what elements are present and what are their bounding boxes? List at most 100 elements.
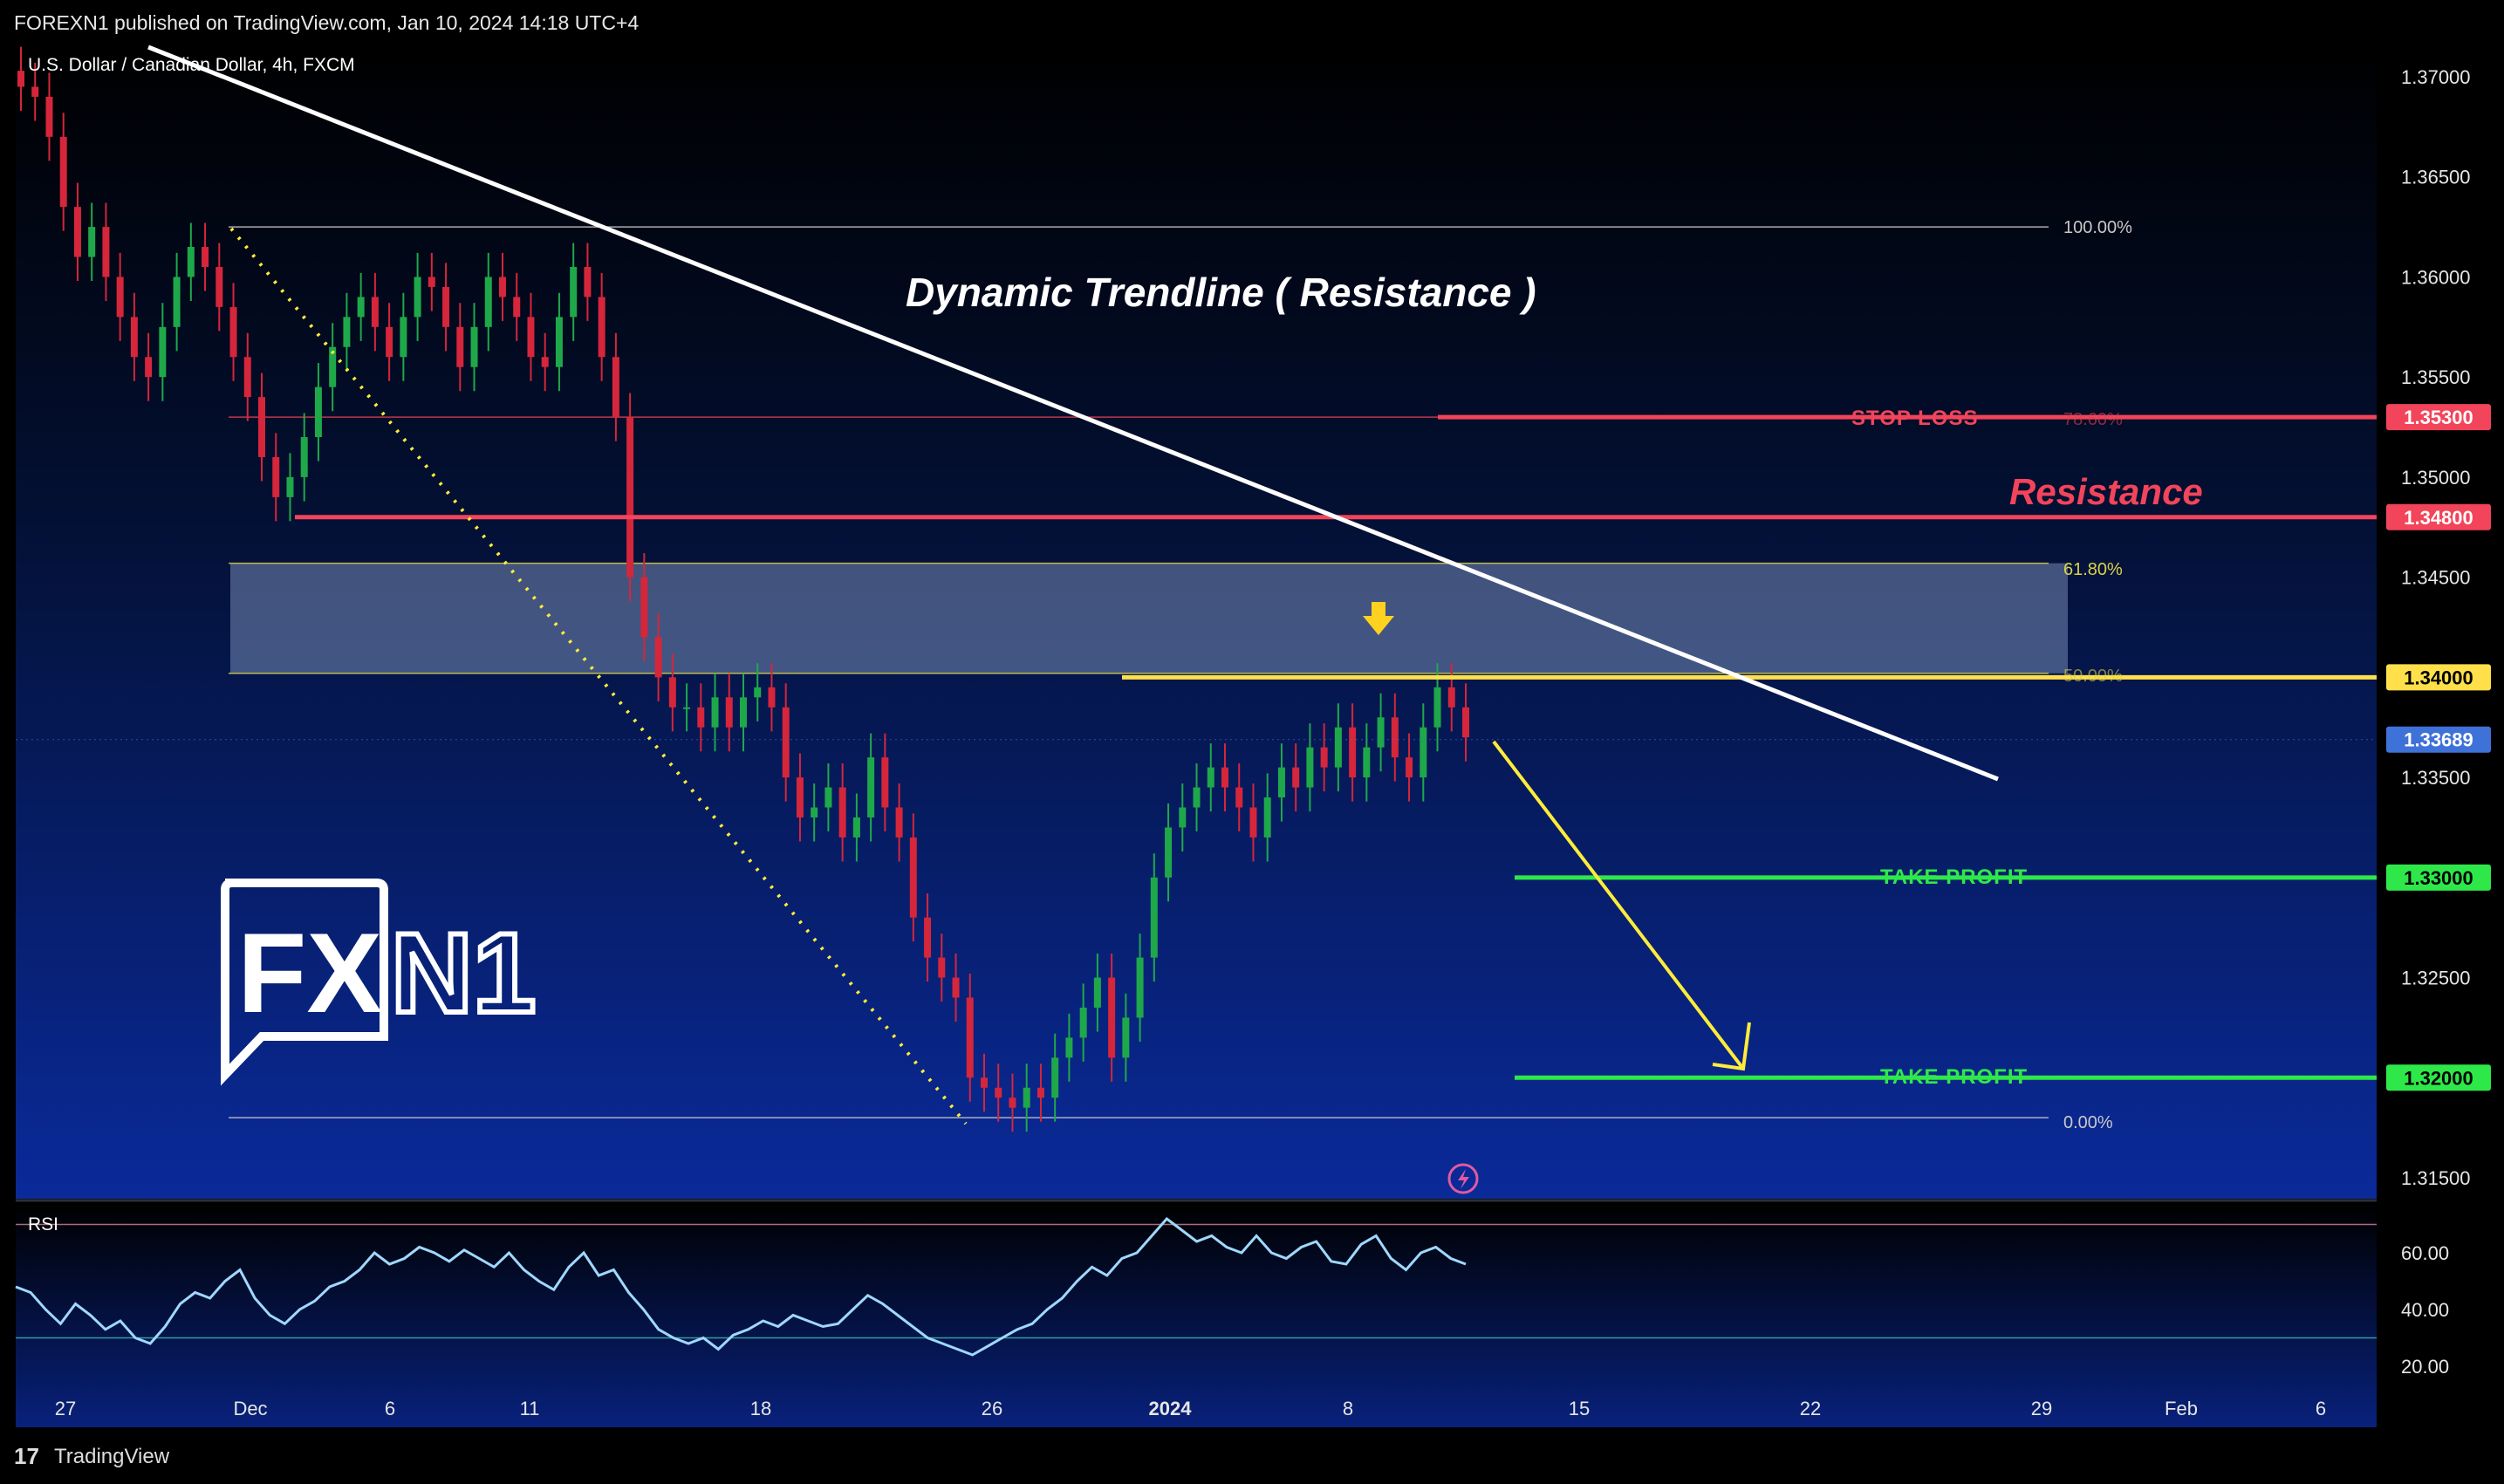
publish-info: FOREXN1 published on TradingView.com, Ja… (14, 11, 640, 34)
candle-body (88, 227, 96, 257)
candle-body (584, 266, 592, 297)
candle-body (683, 707, 691, 709)
candle-body (130, 317, 138, 358)
candle-body (371, 297, 379, 327)
candle-body (414, 277, 421, 318)
candle-body (1249, 807, 1257, 838)
candle-body (1263, 797, 1271, 838)
time-tick: 6 (2316, 1398, 2326, 1419)
candle-body (966, 997, 974, 1078)
candle-body (1292, 767, 1300, 788)
price-tick: 1.35500 (2401, 366, 2471, 388)
price-tick: 1.33500 (2401, 767, 2471, 789)
candle-body (981, 1077, 988, 1088)
candle-body (1363, 747, 1371, 778)
rsi-label: RSI (28, 1214, 59, 1234)
fxn1-watermark-logo: FX N1 (221, 879, 538, 1086)
candle-body (400, 317, 407, 358)
candle-body (45, 96, 53, 137)
candle-body (300, 437, 308, 477)
candle-body (1391, 717, 1399, 758)
candle-body (852, 817, 860, 838)
candle-body (1165, 827, 1173, 878)
candle-body (1207, 767, 1214, 788)
candle-body (1420, 727, 1427, 778)
candle-body (938, 957, 946, 978)
current-price-text: 1.33689 (2404, 729, 2473, 751)
candle-body (1320, 747, 1328, 768)
fib-label-786: 78.60% (2063, 410, 2123, 429)
price-tick: 1.37000 (2401, 66, 2471, 88)
candle-body (499, 277, 506, 297)
candle-body (456, 326, 464, 367)
candle-body (1349, 727, 1357, 778)
time-tick: 18 (750, 1398, 771, 1419)
fib-label-0: 0.00% (2063, 1113, 2113, 1132)
candle-body (159, 326, 167, 378)
price-tag (2386, 503, 2491, 530)
candle-body (1193, 787, 1201, 808)
candle-body (711, 697, 719, 728)
rsi-line (15, 1216, 1467, 1357)
candle-body (952, 977, 960, 998)
candle-body (1036, 1087, 1044, 1098)
candle-body (442, 286, 450, 327)
price-chart-pane[interactable] (16, 47, 2377, 1199)
candle-body (1433, 687, 1441, 728)
candle-body (173, 277, 181, 327)
candle-body (1150, 877, 1158, 958)
candle-body (654, 637, 662, 678)
candle-body (1108, 977, 1116, 1058)
lightning-glyph (1458, 1169, 1469, 1189)
candle-body (329, 346, 337, 387)
candle-body (570, 266, 578, 318)
candle-body (796, 777, 804, 817)
fib-label-100: 100.00% (2063, 218, 2132, 237)
time-tick: 15 (1569, 1398, 1590, 1419)
tradingview-brand[interactable]: TradingView (54, 1445, 170, 1468)
candle-body (357, 297, 365, 318)
candle-body (116, 277, 124, 318)
publish-header: FOREXN1 published on TradingView.com, Ja… (0, 0, 2504, 47)
candle-body (1136, 957, 1144, 1018)
price-tick: 1.36000 (2401, 266, 2471, 288)
dynamic-trendline (147, 44, 1999, 782)
fib-label-50: 50.00% (2063, 667, 2123, 686)
take-profit-2-label: TAKE PROFIT (1880, 1065, 2029, 1089)
rsi-tick: 40.00 (2401, 1299, 2449, 1321)
candle-body (31, 86, 39, 97)
candle-body (102, 227, 110, 277)
logo-fx: FX (237, 909, 382, 1036)
candle-body (1306, 747, 1314, 788)
candle-body (286, 476, 294, 497)
price-tick: 1.35000 (2401, 467, 2471, 489)
trendline-label: Dynamic Trendline ( Resistance ) (906, 270, 1536, 315)
candle-body (386, 326, 393, 358)
candle-body (314, 386, 322, 438)
time-tick: 6 (385, 1398, 395, 1419)
candle-body (668, 677, 676, 708)
candle-body (1023, 1087, 1030, 1108)
candle-body (229, 306, 237, 358)
candle-body (626, 417, 634, 578)
time-tick: 11 (520, 1398, 540, 1419)
candle-body (612, 357, 619, 418)
candle-body (17, 71, 24, 87)
candle-body (740, 697, 747, 728)
candle-body (782, 707, 790, 778)
stop-loss-label: STOP LOSS (1851, 407, 1979, 430)
candle-body (1406, 757, 1413, 778)
price-tag-text: 1.33000 (2404, 867, 2473, 889)
price-tick: 1.36500 (2401, 167, 2471, 188)
price-tick: 1.31500 (2401, 1167, 2471, 1189)
candle-body (216, 266, 223, 307)
candle-body (811, 807, 818, 817)
candle-body (202, 247, 209, 267)
take-profit-1-label: TAKE PROFIT (1880, 865, 2029, 889)
candle-body (258, 397, 265, 457)
candle-body (59, 136, 67, 208)
candle-body (1377, 717, 1385, 748)
candle-body (754, 687, 762, 698)
resistance-label: Resistance (2009, 471, 2203, 512)
